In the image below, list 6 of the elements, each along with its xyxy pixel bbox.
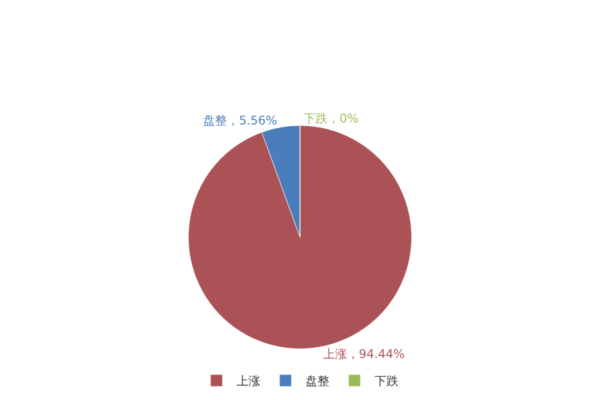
legend-label: 下跌 (374, 374, 398, 388)
legend-label: 上涨 (236, 374, 260, 388)
legend-label: 盘整 (306, 374, 330, 388)
data-label: 盘整，5.56% (202, 113, 278, 128)
text: 下跌，0% (304, 112, 359, 126)
data-label: 上涨，94.44% (322, 346, 405, 361)
